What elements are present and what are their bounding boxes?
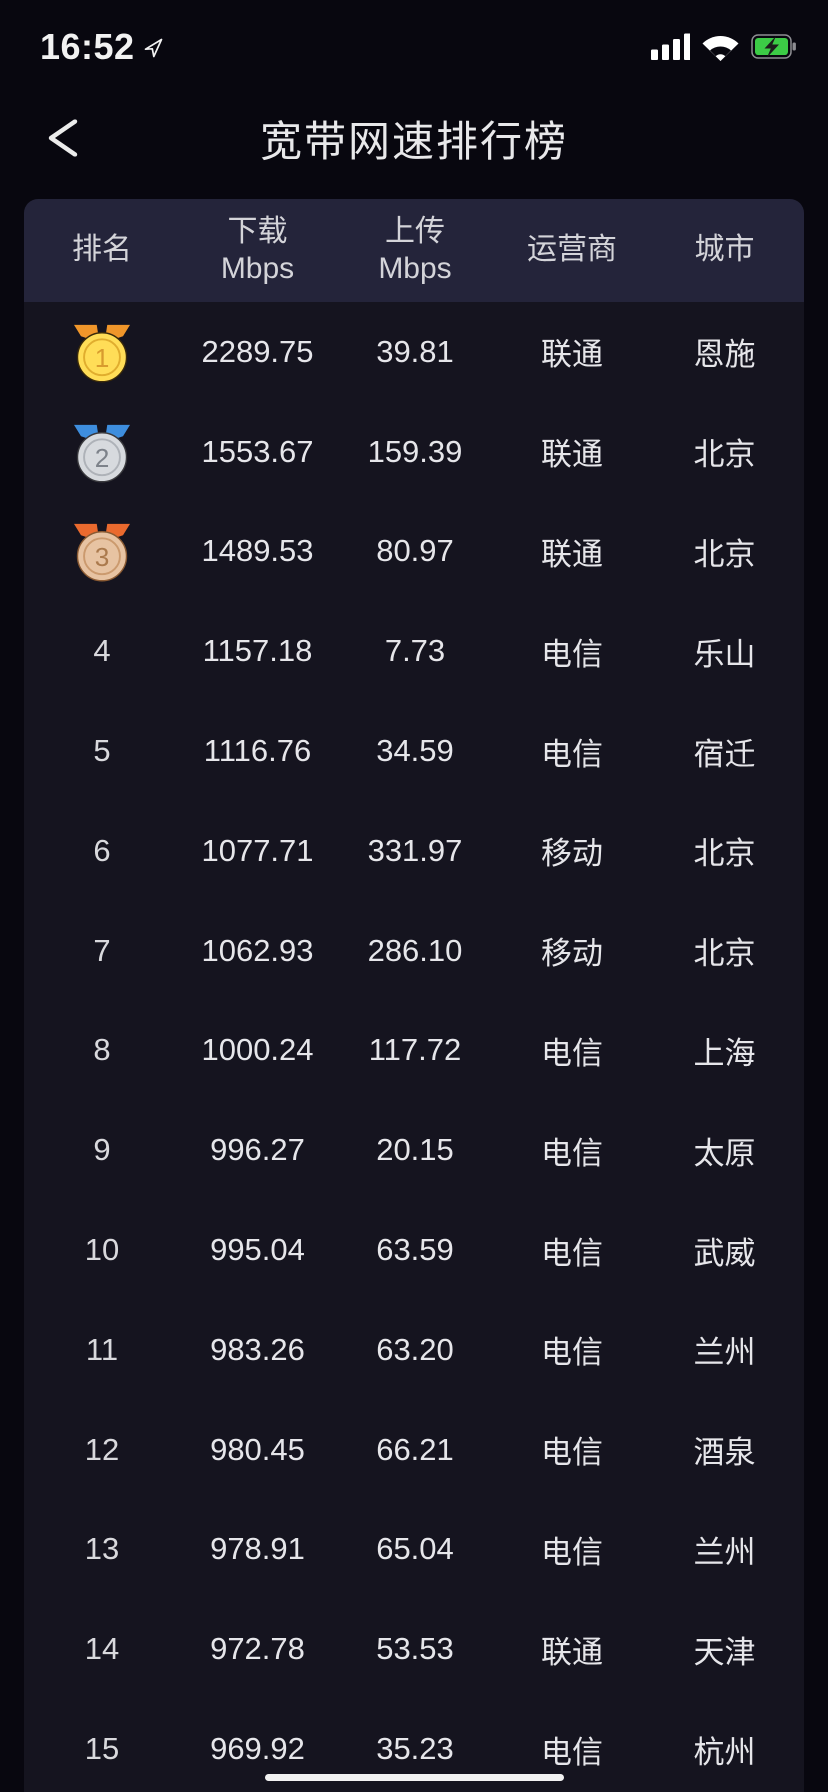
svg-text:2: 2: [95, 443, 110, 473]
svg-text:3: 3: [95, 542, 110, 572]
svg-text:1: 1: [95, 343, 110, 373]
